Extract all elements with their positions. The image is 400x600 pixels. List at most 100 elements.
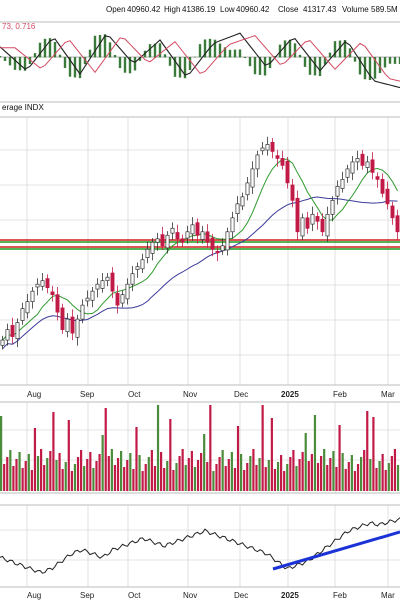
macd-hist-bar: [83, 57, 87, 65]
macd-hist-bar: [348, 48, 352, 58]
candle-body: [200, 231, 205, 240]
macd-hist-bar: [163, 54, 167, 58]
volume-bar: [363, 450, 366, 491]
x-label-aug: Aug: [27, 390, 41, 399]
macd-hist-bar: [48, 38, 52, 58]
x-label-oct-bottom: Oct: [128, 591, 141, 600]
volume-bar: [70, 471, 73, 491]
volume-bar: [295, 466, 298, 491]
volume-bar: [338, 425, 341, 491]
volume-bar: [110, 449, 113, 491]
candle-body: [370, 159, 375, 173]
macd-hist-bar: [373, 57, 377, 79]
volume-bar: [58, 453, 61, 491]
candle-body: [40, 280, 45, 287]
candle-body: [290, 184, 295, 201]
x-label-dec: Dec: [234, 390, 248, 399]
candle-body: [260, 147, 265, 152]
volume-bar: [21, 468, 24, 491]
candle-body: [100, 280, 105, 289]
macd-hist-bar: [88, 49, 92, 58]
obv-gridlines: [0, 505, 400, 587]
volume-bar: [304, 433, 307, 491]
volume-bar: [116, 458, 120, 491]
x-label-nov-bottom: Nov: [183, 591, 197, 600]
macd-hist-bar: [78, 57, 82, 79]
volume-bar: [224, 466, 227, 491]
volume-bar: [375, 468, 378, 491]
volume-bar: [273, 469, 277, 491]
macd-hist-bar: [168, 57, 172, 66]
volume-bar: [258, 458, 261, 491]
candle-body: [350, 161, 355, 174]
x-label-2025: 2025: [281, 390, 299, 399]
volume-panel: [0, 401, 400, 494]
volume-bar: [89, 452, 92, 491]
low-value: 40960.42: [236, 5, 270, 14]
candle-body: [345, 168, 350, 178]
volume-bar: [163, 468, 166, 491]
macd-hist-bar: [3, 57, 7, 61]
volume-bar: [166, 461, 169, 491]
volume-bar: [390, 456, 393, 491]
volume-bar: [147, 457, 150, 491]
trend-line-blue: [272, 530, 400, 571]
volume-label: Volume: [342, 5, 369, 14]
candle-body: [360, 153, 365, 166]
volume-bar: [98, 454, 101, 491]
macd-hist-bar: [383, 57, 387, 68]
macd-hist-bar: [268, 57, 272, 69]
candle-body: [0, 339, 5, 346]
volume-bar: [326, 465, 329, 491]
volume-bar: [212, 471, 215, 491]
volume-bar: [193, 467, 197, 491]
volume-bar: [178, 456, 181, 491]
macd-hist-bar: [243, 57, 247, 59]
volume-bar: [246, 463, 249, 491]
macd-hist-bar: [263, 57, 267, 76]
x-label-feb-bottom: Feb: [333, 591, 347, 600]
volume-bar: [73, 464, 77, 491]
volume-bar: [181, 449, 184, 491]
volume-bar: [316, 463, 320, 491]
volume-bar: [200, 453, 203, 491]
candle-body: [280, 158, 285, 166]
macd-hist-bar: [153, 43, 157, 58]
candle-body: [55, 294, 60, 313]
candle-body: [195, 222, 200, 236]
volume-bar: [18, 452, 21, 491]
volume-bar: [203, 434, 206, 491]
volume-bar: [233, 468, 237, 491]
x-label-oct: Oct: [128, 390, 141, 399]
volume-bar: [310, 454, 313, 491]
macd-hist-bar: [13, 57, 17, 70]
ohlc-readout: Open 40960.42 High 41386.19 Low 40960.42…: [106, 5, 398, 14]
volume-bar: [384, 470, 387, 491]
x-label-dec-bottom: Dec: [234, 591, 248, 600]
volume-bar: [344, 469, 347, 491]
candle-body: [245, 182, 250, 196]
volume-bar: [67, 420, 70, 491]
signal-line: [0, 35, 400, 82]
x-label-mar: Mar: [381, 390, 395, 399]
volume-bar: [190, 451, 193, 491]
volume-bar: [270, 418, 273, 491]
macd-hist-bar: [368, 57, 372, 81]
macd-hist-bar: [68, 57, 72, 77]
x-axis: Aug Sep Oct Nov Dec 2025 Feb Mar: [27, 390, 395, 399]
macd-hist-bar: [308, 57, 312, 75]
macd-hist-bar: [398, 57, 400, 65]
candle-body: [80, 304, 85, 320]
candle-body: [35, 283, 40, 288]
candle-body: [165, 234, 170, 249]
candle-body: [90, 290, 95, 301]
macd-values: 73, 0.716: [2, 22, 36, 31]
volume-bar: [184, 465, 187, 491]
candle-body: [140, 259, 145, 270]
volume-bar: [243, 470, 246, 491]
volume-bar: [366, 411, 369, 491]
candle-body: [265, 144, 270, 151]
candle-body: [180, 238, 185, 243]
volume-bar: [252, 449, 255, 491]
volume-bar: [221, 450, 224, 491]
